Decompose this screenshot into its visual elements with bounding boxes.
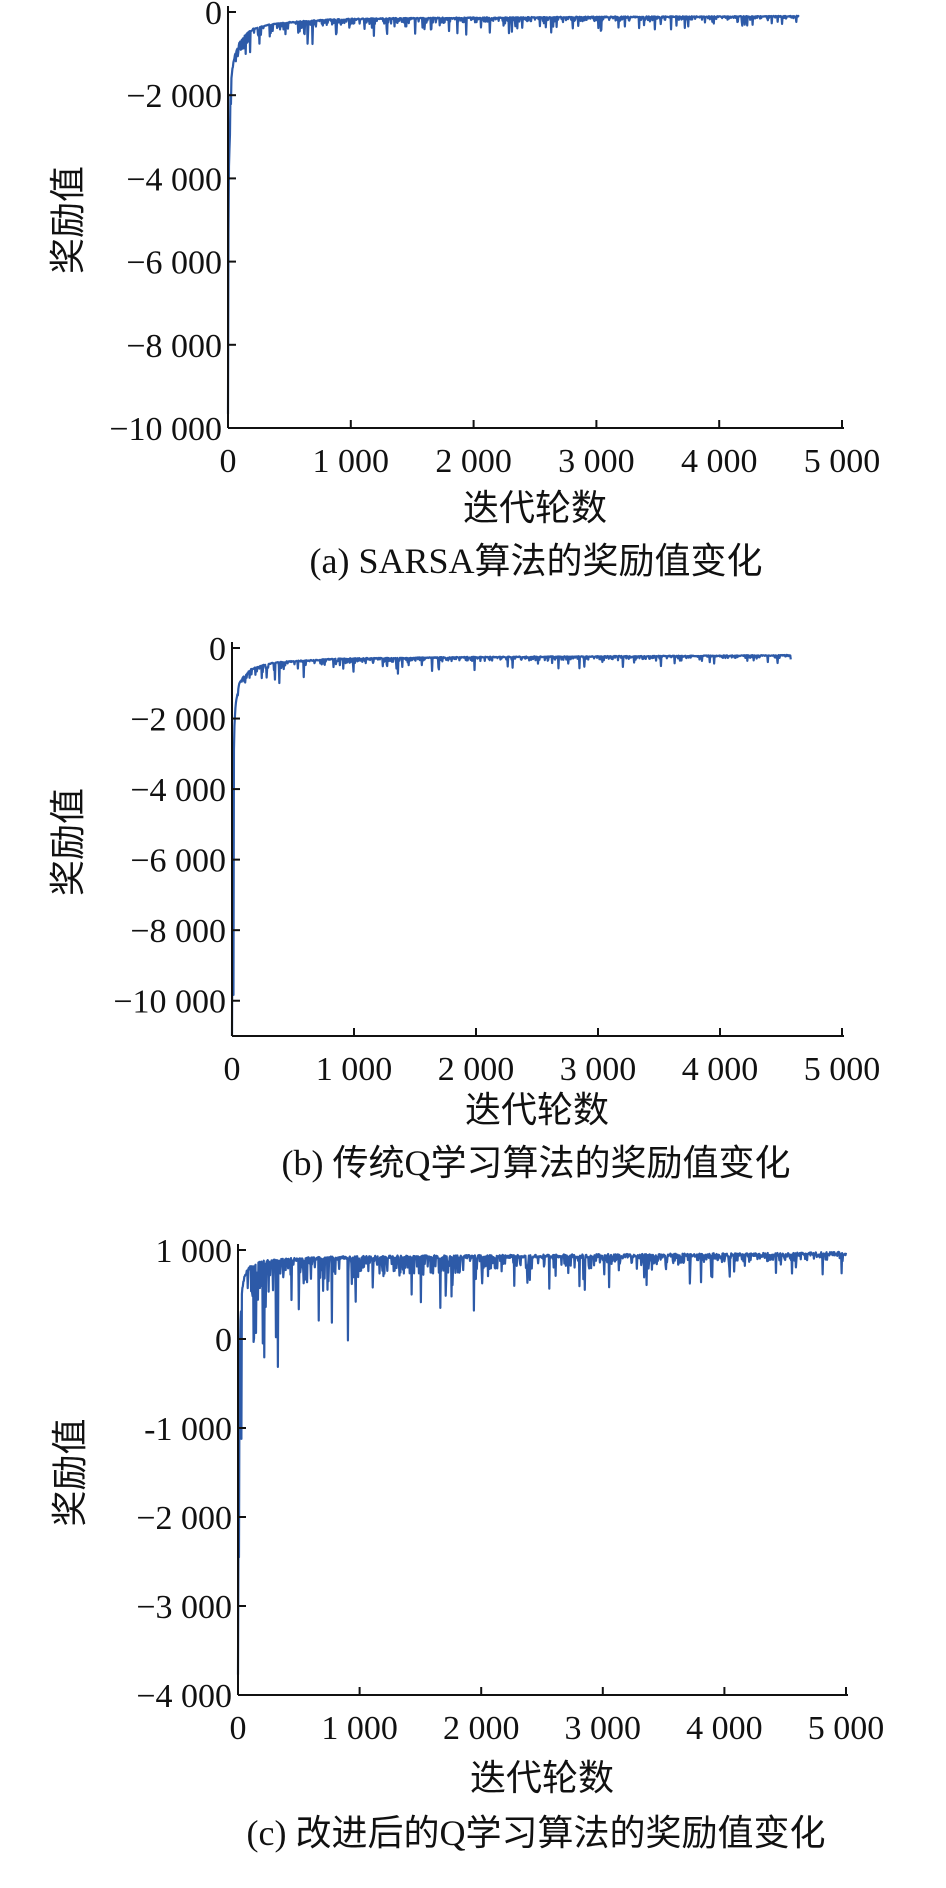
y-tick-label: −10 000: [109, 411, 222, 448]
x-tick-label: 3 000: [560, 1051, 637, 1088]
x-tick-label: 5 000: [808, 1710, 885, 1747]
x-tick-label: 4 000: [686, 1710, 763, 1747]
x-tick-label: 2 000: [435, 443, 512, 480]
x-tick-label: 2 000: [438, 1051, 515, 1088]
x-tick-label: 0: [230, 1710, 247, 1747]
y-tick-label: -1 000: [144, 1411, 232, 1448]
panel-a: 0 1 000 2 000 3 000 4 000 5 000 0 −2 000 −4 000 −…: [48, 0, 880, 581]
y-tick-label: 1 000: [156, 1233, 233, 1270]
x-axis-title: 迭代轮数: [463, 488, 607, 528]
y-tick-label: −8 000: [130, 913, 226, 950]
y-tick-label: −10 000: [113, 984, 226, 1021]
x-tick-label: 1 000: [316, 1051, 393, 1088]
x-tick-label: 3 000: [565, 1710, 642, 1747]
y-tick-label: −6 000: [126, 245, 222, 282]
x-tick-label: 5 000: [804, 443, 881, 480]
panel-b: 0 1 000 2 000 3 000 4 000 5 000 0 −2 000 −4 000 −…: [48, 631, 880, 1183]
reward-series-line: [230, 653, 792, 1037]
x-tick-label: 2 000: [443, 1710, 520, 1747]
y-tick-label: 0: [209, 631, 226, 668]
y-axis-title: 奖励值: [50, 1418, 90, 1526]
panel-caption: (a) SARSA算法的奖励值变化: [309, 541, 762, 581]
panel-c: 0 1 000 2 000 3 000 4 000 5 000 1 000 0 -1 000 −2…: [50, 1233, 884, 1853]
x-axis-title: 迭代轮数: [470, 1758, 614, 1798]
y-tick-label: −2 000: [130, 702, 226, 739]
y-tick-label: 0: [215, 1322, 232, 1359]
x-tick-label: 4 000: [681, 443, 758, 480]
x-tick-label: 3 000: [558, 443, 635, 480]
x-tick-label: 0: [224, 1051, 241, 1088]
x-tick-label: 1 000: [321, 1710, 398, 1747]
x-tick-label: 1 000: [313, 443, 390, 480]
y-axis-title: 奖励值: [48, 166, 88, 274]
y-tick-label: −4 000: [126, 161, 222, 198]
y-axis-title: 奖励值: [48, 788, 88, 896]
y-tick-label: −2 000: [136, 1500, 232, 1537]
x-tick-label: 0: [220, 443, 237, 480]
y-tick-label: −6 000: [130, 843, 226, 880]
panel-caption: (c) 改进后的Q学习算法的奖励值变化: [247, 1813, 826, 1853]
y-tick-label: −4 000: [130, 772, 226, 809]
x-tick-label: 4 000: [682, 1051, 759, 1088]
panel-caption: (b) 传统Q学习算法的奖励值变化: [282, 1143, 791, 1183]
y-tick-label: −3 000: [136, 1589, 232, 1626]
reward-series-line: [236, 1250, 848, 1675]
y-tick-label: 0: [205, 0, 222, 32]
y-tick-label: −8 000: [126, 328, 222, 365]
x-tick-label: 5 000: [804, 1051, 881, 1088]
reward-series-line: [226, 14, 800, 414]
y-tick-label: −2 000: [126, 78, 222, 115]
y-tick-label: −4 000: [136, 1678, 232, 1715]
x-axis-title: 迭代轮数: [465, 1090, 609, 1130]
